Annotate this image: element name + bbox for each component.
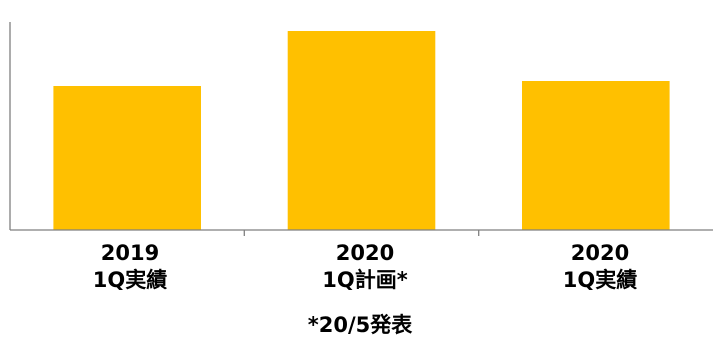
bar-2019-1q-actual	[53, 86, 202, 230]
category-label-type: 1Q実績	[92, 268, 168, 292]
category-label-2020-actual: 2020 1Q実績	[520, 240, 680, 294]
category-label-year: 2020	[570, 241, 630, 265]
category-label-year: 2020	[335, 241, 395, 265]
bar-2020-1q-actual	[522, 81, 670, 230]
bars-group	[53, 31, 670, 230]
x-axis-ticks	[243, 230, 480, 236]
category-label-year: 2019	[100, 241, 160, 265]
category-label-2020-plan: 2020 1Q計画*	[285, 240, 445, 294]
category-label-type: 1Q計画*	[322, 268, 408, 292]
footnote: *20/5発表	[307, 313, 413, 337]
bar-2020-1q-plan	[287, 31, 436, 230]
category-label-2019-actual: 2019 1Q実績	[50, 240, 210, 294]
category-label-type: 1Q実績	[562, 268, 638, 292]
